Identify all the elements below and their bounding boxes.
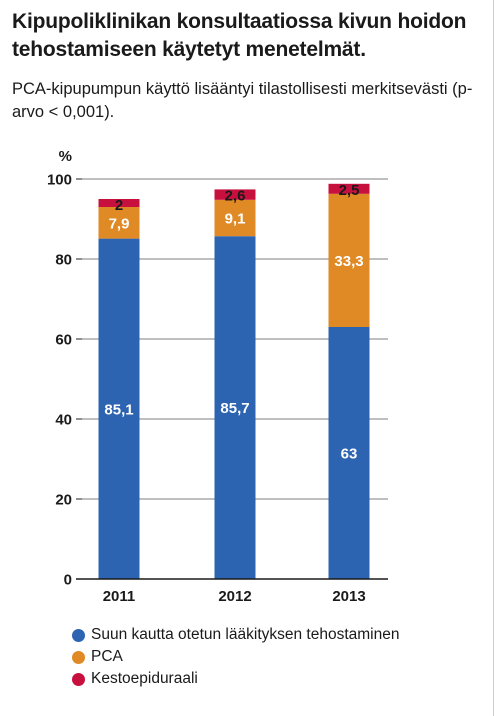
x-tick-label: 2012 [218, 588, 251, 605]
bar-data-label: 2,5 [339, 182, 360, 199]
legend-item: PCA [72, 646, 399, 668]
bar-segment [328, 327, 370, 579]
bar-segment [98, 207, 140, 239]
y-tick-label: 60 [55, 332, 72, 349]
bar-data-label: 9,1 [225, 211, 246, 228]
legend-label: Kestoepiduraali [91, 670, 198, 687]
y-tick-label: 100 [47, 172, 72, 189]
legend-swatch-pca [72, 650, 85, 664]
y-tick-label: 0 [64, 572, 72, 589]
y-tick-label: 20 [55, 492, 72, 509]
x-tick-label: 2013 [332, 588, 365, 605]
bars: 85,1 7,92 85,7 9,1 2,6 63 33,3 2,5 [98, 182, 370, 579]
bar-segment [328, 193, 370, 327]
bar-segment [328, 183, 370, 194]
legend-swatch-epidural [72, 672, 85, 686]
bar-data-label: 85,7 [220, 400, 249, 417]
y-axis: 0 20 40 60 80 100% [47, 148, 82, 589]
legend-item: Kestoepiduraali [72, 668, 399, 690]
bar-data-label: 85,1 [104, 401, 133, 418]
bar-data-label: 33,3 [334, 253, 363, 270]
bar-data-label: 63 [341, 446, 358, 463]
y-tick-label: 40 [55, 412, 72, 429]
legend-label: Suun kautta otetun lääkityksen tehostami… [91, 626, 400, 643]
chart-subtitle: PCA-kipupumpun käyttö lisääntyi tilastol… [12, 80, 473, 121]
bar-data-label: 2,6 [225, 187, 246, 204]
x-axis: 2011 2012 2013 [76, 578, 388, 605]
bar-data-label: 7,9 [109, 215, 130, 232]
legend: Suun kautta otetun lääkityksen tehostami… [72, 624, 399, 690]
bar-segment [98, 199, 140, 207]
chart-title: Kipupoliklinikan konsultaatiossa kivun h… [12, 10, 467, 61]
bar-segment [98, 238, 140, 579]
legend-swatch-oral [72, 628, 85, 642]
legend-label: PCA [91, 648, 123, 665]
bar-data-label: 2 [115, 197, 123, 214]
y-tick-label: 80 [55, 252, 72, 269]
bar-segment [214, 189, 256, 200]
legend-item: Suun kautta otetun lääkityksen tehostami… [72, 624, 399, 646]
y-axis-label: % [59, 148, 72, 165]
bar-segment [214, 199, 256, 237]
bar-segment [214, 236, 256, 579]
x-tick-label: 2011 [103, 588, 136, 605]
